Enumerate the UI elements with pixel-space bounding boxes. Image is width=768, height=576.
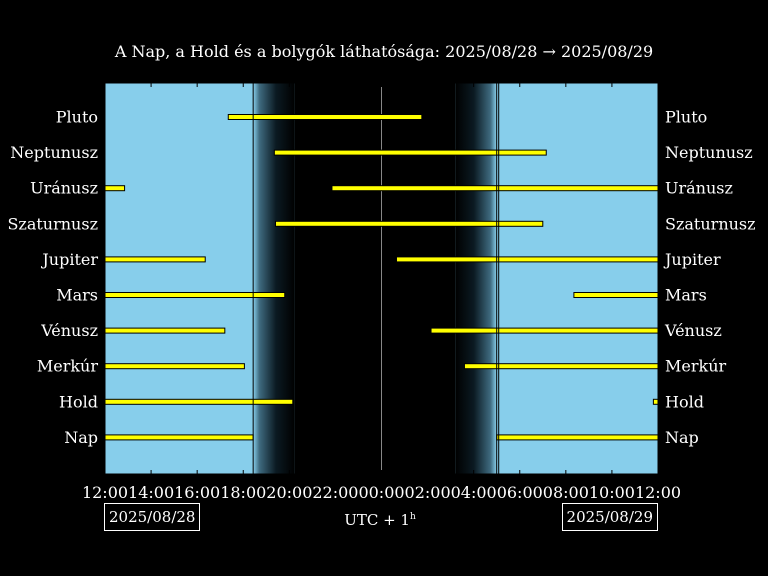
bar-hold-1: [652, 398, 659, 405]
row-label-right: Uránusz: [665, 179, 733, 198]
row-label-left: Nap: [64, 428, 98, 447]
bar-jupiter-0: [104, 256, 206, 263]
row-label-left: Hold: [59, 392, 98, 411]
x-tick-label: 22:00: [312, 483, 358, 502]
row-label-left: Mars: [56, 286, 98, 305]
row-label-left: Szaturnusz: [7, 214, 98, 233]
x-axis-label: UTC + 1h: [344, 511, 416, 529]
bar-nap-0: [104, 434, 254, 441]
bar-neptunusz-0: [273, 149, 547, 156]
bar-vénusz-0: [104, 327, 226, 334]
chart-title: A Nap, a Hold és a bolygók láthatósága: …: [114, 42, 654, 61]
row-label-right: Mars: [665, 286, 707, 305]
x-tick-label: 06:00: [497, 483, 543, 502]
bar-vénusz-1: [430, 327, 659, 334]
x-tick-label: 12:00: [635, 483, 681, 502]
bar-szaturnusz-0: [275, 220, 544, 227]
x-tick-label: 04:00: [451, 483, 497, 502]
row-label-left: Jupiter: [40, 250, 98, 269]
row-label-right: Neptunusz: [665, 143, 753, 162]
x-tick-label: 00:00: [358, 483, 404, 502]
x-tick-label: 02:00: [405, 483, 451, 502]
x-tick-label: 16:00: [174, 483, 220, 502]
row-label-left: Uránusz: [30, 179, 98, 198]
row-label-left: Vénusz: [40, 321, 98, 340]
start-date-label: 2025/08/28: [104, 503, 201, 531]
row-label-right: Nap: [665, 428, 699, 447]
bar-mars-0: [104, 292, 286, 298]
x-tick-label: 10:00: [589, 483, 635, 502]
bar-merkúr-1: [463, 363, 659, 370]
x-tick-label: 18:00: [220, 483, 266, 502]
bar-hold-0: [104, 398, 294, 405]
row-label-left: Pluto: [56, 108, 98, 127]
bar-mars-1: [573, 292, 659, 298]
row-label-right: Szaturnusz: [665, 214, 756, 233]
x-tick-label: 14:00: [128, 483, 174, 502]
x-tick-label: 12:00: [82, 483, 128, 502]
bar-uránusz-1: [331, 185, 659, 192]
night-region: [294, 83, 456, 474]
row-label-left: Merkúr: [37, 357, 99, 376]
x-tick-label: 08:00: [543, 483, 589, 502]
row-label-right: Jupiter: [663, 250, 721, 269]
x-tick-label: 20:00: [266, 483, 312, 502]
row-label-left: Neptunusz: [10, 143, 98, 162]
bar-merkúr-0: [104, 363, 245, 370]
end-date-label: 2025/08/29: [561, 503, 658, 531]
row-label-right: Pluto: [665, 108, 707, 127]
dusk-gradient: [253, 83, 295, 474]
bar-nap-1: [496, 434, 659, 441]
row-label-right: Vénusz: [664, 321, 722, 340]
bar-jupiter-1: [395, 256, 659, 263]
bar-pluto-0: [227, 114, 423, 120]
row-label-right: Merkúr: [665, 357, 727, 376]
bar-uránusz-0: [104, 185, 126, 192]
dawn-gradient: [455, 83, 497, 474]
row-label-right: Hold: [665, 392, 704, 411]
